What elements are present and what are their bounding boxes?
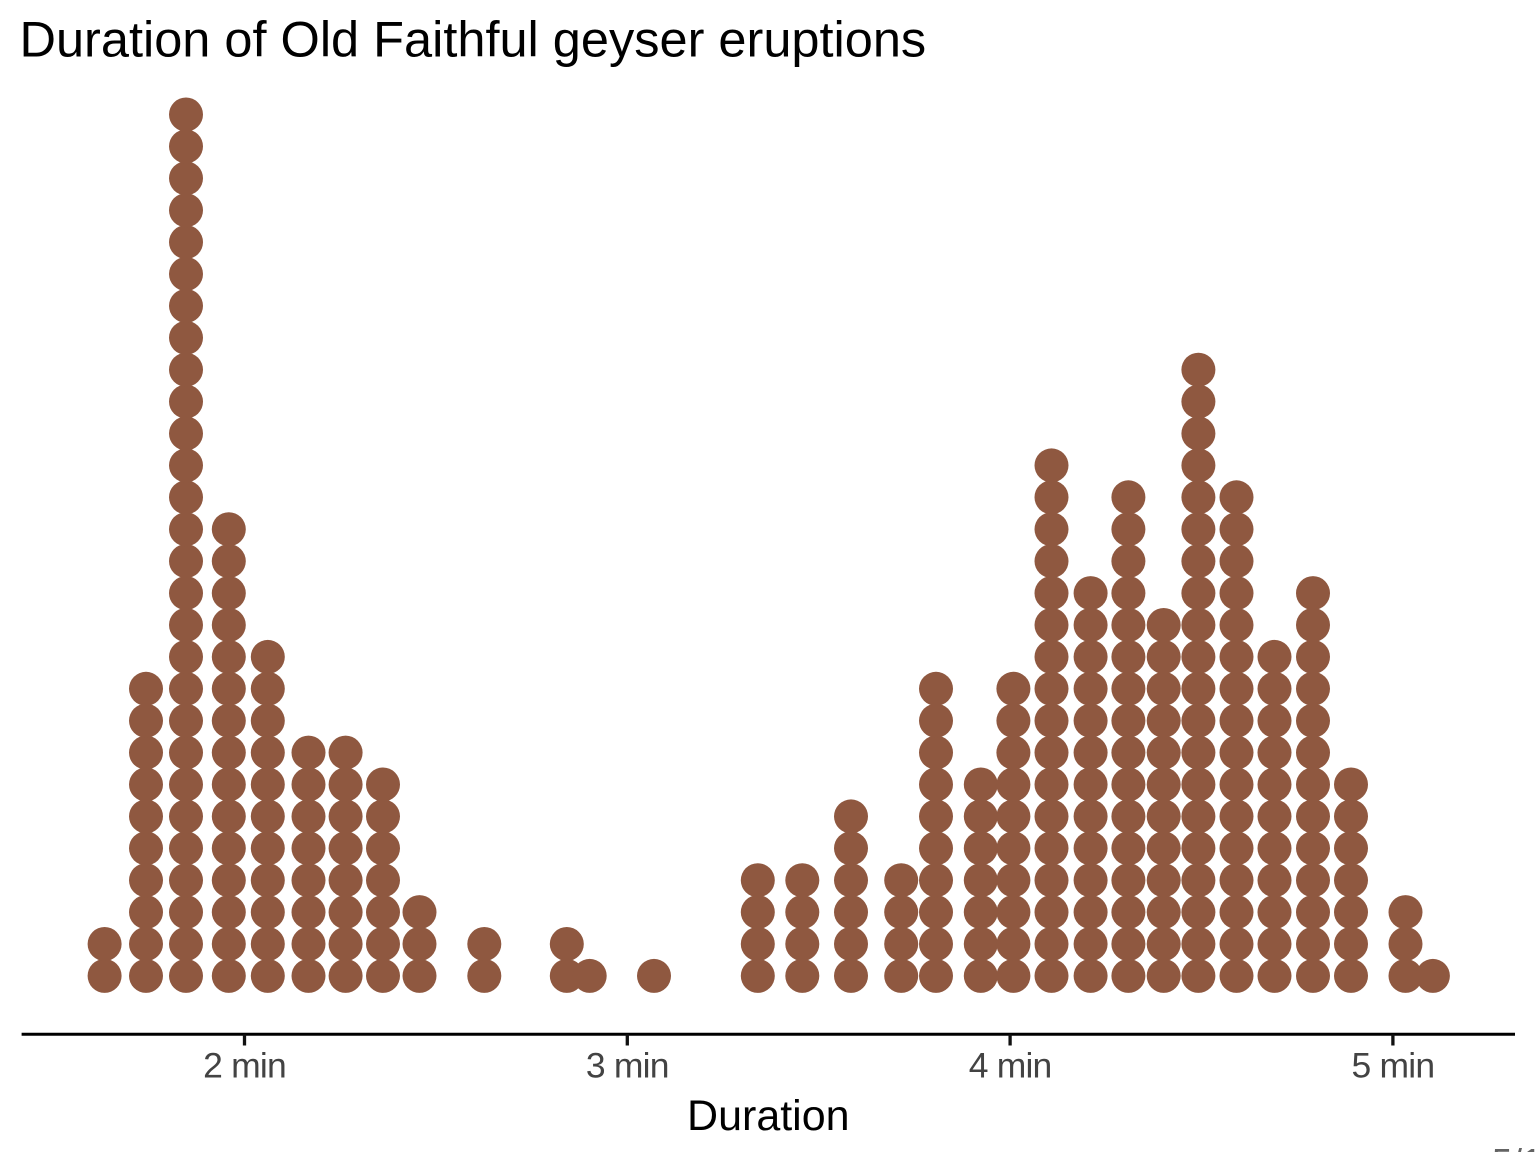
svg-text:Duration of Old Faithful geyse: Duration of Old Faithful geyser eruption… (20, 11, 927, 68)
svg-text:5 min: 5 min (1351, 1046, 1434, 1086)
svg-text:2 min: 2 min (203, 1046, 286, 1086)
svg-text:5/14: 5/14 (1492, 1141, 1536, 1152)
svg-text:Duration: Duration (687, 1092, 850, 1140)
svg-text:4 min: 4 min (969, 1046, 1052, 1086)
svg-text:3 min: 3 min (586, 1046, 669, 1086)
